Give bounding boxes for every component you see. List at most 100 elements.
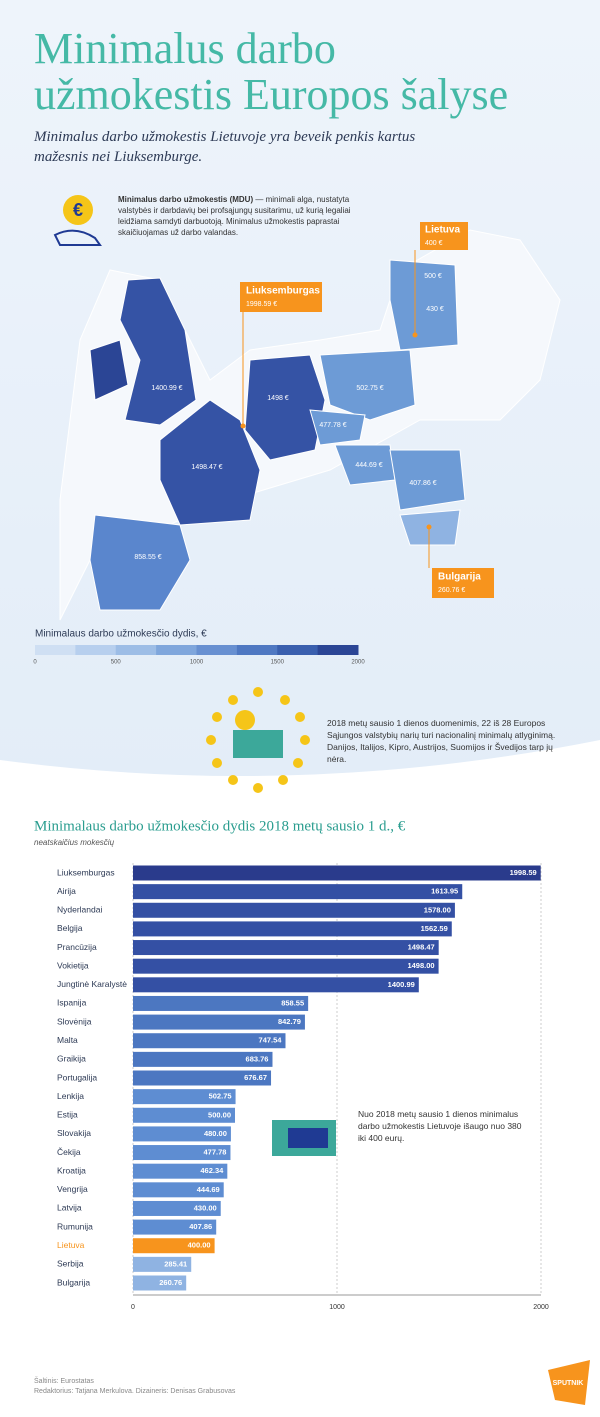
title-line: užmokestis Europos šalyse bbox=[34, 70, 509, 119]
category-label: Kroatija bbox=[57, 1165, 86, 1175]
info: Minimalus darbo užmokestis (MDU) — minim… bbox=[118, 194, 358, 238]
bar bbox=[133, 1182, 224, 1198]
subtitle-line: Minimalus darbo užmokestis Lietuvoje yra… bbox=[34, 129, 416, 145]
value-label: 1998.59 bbox=[510, 868, 537, 877]
legend-swatch bbox=[317, 645, 359, 655]
callout-value: 1998.59 € bbox=[246, 301, 277, 308]
country-cz bbox=[309, 409, 366, 446]
category-label: Portugalija bbox=[57, 1072, 97, 1082]
bar bbox=[133, 884, 463, 900]
country-de bbox=[244, 354, 326, 461]
country-ie bbox=[89, 339, 129, 401]
category-label: Airija bbox=[57, 886, 76, 896]
value-label: 1400.99 bbox=[388, 980, 415, 989]
bar bbox=[133, 995, 309, 1011]
callout-name: Liuksemburgas bbox=[246, 286, 320, 297]
bar bbox=[133, 921, 452, 937]
credits: Redaktorius: Tatjana Merkulova. Dizainer… bbox=[34, 1388, 236, 1395]
bar bbox=[133, 1014, 305, 1030]
value-label: 477.78 bbox=[204, 1148, 227, 1157]
category-label: Serbija bbox=[57, 1259, 84, 1269]
bar bbox=[133, 940, 439, 956]
map-label: 477.78 € bbox=[319, 422, 346, 429]
category-label: Nyderlandai bbox=[57, 905, 102, 915]
legend-swatch bbox=[156, 645, 197, 655]
value-label: 676.67 bbox=[244, 1073, 267, 1082]
legend-swatch bbox=[115, 645, 157, 655]
callout-name: Lietuva bbox=[425, 225, 460, 236]
wave bbox=[0, 740, 600, 800]
bar bbox=[133, 1256, 192, 1272]
bar bbox=[133, 1238, 215, 1254]
x-tick-label: 1000 bbox=[329, 1304, 345, 1311]
chart-note: Nuo 2018 metų sausio 1 dienos minimalus … bbox=[358, 1109, 522, 1143]
value-label: 1578.00 bbox=[424, 905, 451, 914]
map-label: 444.69 € bbox=[355, 462, 382, 469]
category-label: Belgija bbox=[57, 923, 83, 933]
legend: 0 500 1000 1500 2000 bbox=[33, 645, 365, 666]
category-label: Lietuva bbox=[57, 1240, 85, 1250]
category-label: Vokietija bbox=[57, 960, 89, 970]
bar bbox=[133, 1107, 235, 1123]
value-label: 1562.59 bbox=[421, 924, 448, 933]
country-fr bbox=[159, 399, 261, 526]
bar bbox=[133, 958, 439, 974]
value-label: 683.76 bbox=[246, 1054, 269, 1063]
category-label: Malta bbox=[57, 1035, 78, 1045]
country-baltic bbox=[389, 259, 459, 351]
sources: Šaltinis: Eurostatas bbox=[34, 1378, 94, 1385]
country-pl bbox=[319, 349, 416, 421]
value-label: 285.41 bbox=[164, 1259, 187, 1268]
bar bbox=[133, 1200, 221, 1216]
bar bbox=[133, 1033, 286, 1049]
map-label: 407.86 € bbox=[409, 480, 436, 487]
subtitle: Minimalus darbo užmokestis Lietuvoje yra… bbox=[34, 127, 415, 167]
category-label: Ispanija bbox=[57, 998, 87, 1008]
category-label: Slovėnija bbox=[57, 1016, 92, 1026]
callout-name: Bulgarija bbox=[438, 572, 481, 583]
value-label: 400.00 bbox=[188, 1241, 211, 1250]
value-label: 500.00 bbox=[208, 1110, 231, 1119]
x-tick-label: 0 bbox=[131, 1304, 135, 1311]
legend-swatch bbox=[75, 645, 117, 655]
legend-swatch bbox=[196, 645, 238, 655]
bar bbox=[133, 977, 419, 993]
legend-swatch bbox=[236, 645, 278, 655]
bar-chart: 0 1000 2000 Liuksemburgas 1998.59 Airija 1613.… bbox=[57, 863, 549, 1311]
callout-value: 400 € bbox=[425, 240, 443, 247]
callout: Lietuva 400 € Liuksemburgas 1998.59 € Bu… bbox=[240, 222, 494, 598]
category-label: Prancūzija bbox=[57, 942, 97, 952]
value-label: 407.86 bbox=[189, 1222, 212, 1231]
bar bbox=[133, 1126, 231, 1142]
category-label: Vengrija bbox=[57, 1184, 88, 1194]
value-label: 1613.95 bbox=[431, 887, 458, 896]
bar bbox=[133, 1219, 217, 1235]
value-label: 430.00 bbox=[194, 1203, 217, 1212]
map-label: 1498 € bbox=[267, 395, 289, 402]
category-label: Jungtinė Karalystė bbox=[57, 979, 127, 989]
value-label: 260.76 bbox=[159, 1278, 182, 1287]
category-label: Slovakija bbox=[57, 1128, 91, 1138]
bar bbox=[133, 1275, 187, 1291]
logo: SPUTNIK bbox=[553, 1380, 584, 1387]
value-label: 1498.47 bbox=[408, 943, 435, 952]
bar bbox=[133, 1070, 272, 1086]
legend-swatch bbox=[277, 645, 319, 655]
map bbox=[59, 229, 561, 621]
legend-tick-label: 1000 bbox=[190, 660, 204, 666]
legend-swatch bbox=[35, 645, 76, 655]
logo-bg bbox=[548, 1360, 590, 1405]
category-label: Graikija bbox=[57, 1054, 86, 1064]
x-tick-label: 2000 bbox=[533, 1304, 549, 1311]
bar bbox=[133, 1145, 231, 1161]
title-line: Minimalus darbo bbox=[34, 24, 336, 73]
bar bbox=[133, 865, 541, 881]
map-label: 430 € bbox=[426, 306, 444, 313]
category-label: Liuksemburgas bbox=[57, 867, 115, 877]
svg-text:€: € bbox=[73, 200, 83, 220]
map-label: 858.55 € bbox=[134, 554, 161, 561]
category-label: Lenkija bbox=[57, 1091, 84, 1101]
legend-title: Minimalaus darbo užmokesčio dydis, € bbox=[35, 629, 207, 640]
